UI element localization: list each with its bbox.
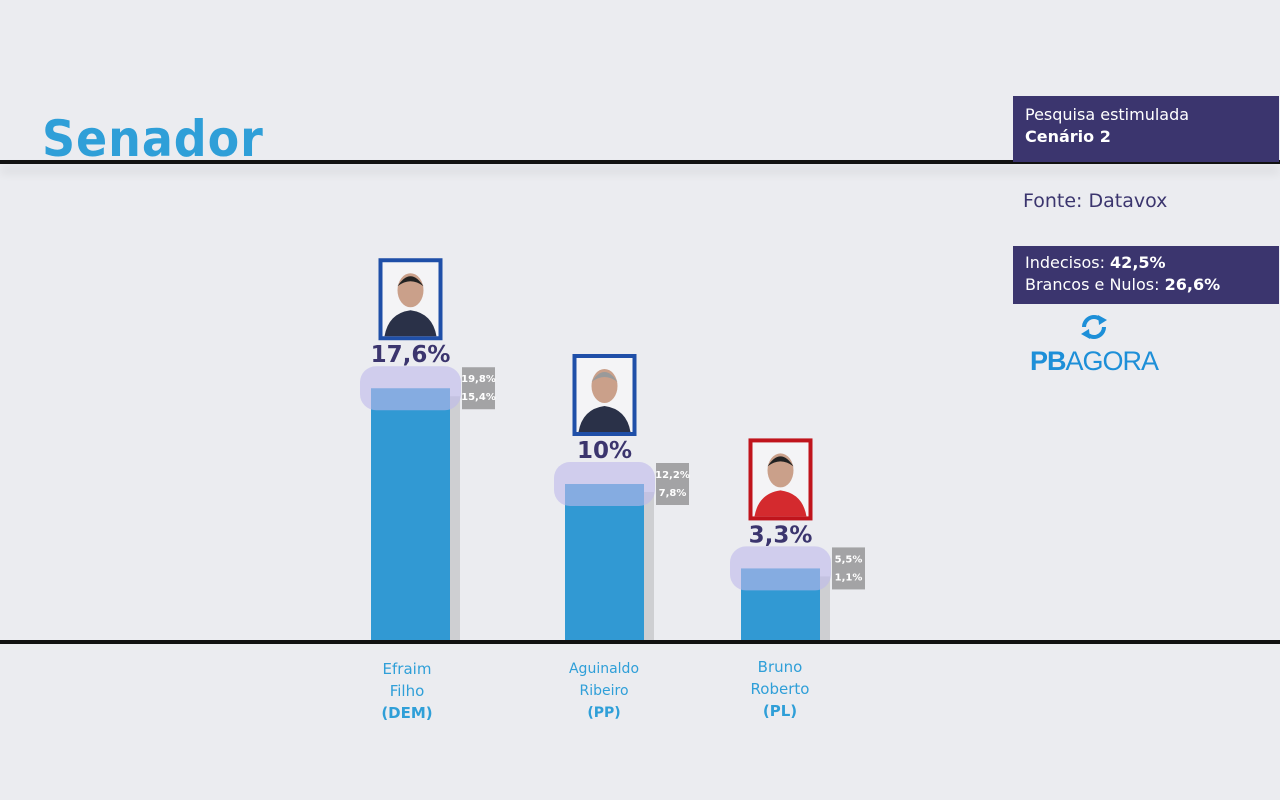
undecided-box: Indecisos: 42,5% Brancos e Nulos: 26,6% (1013, 246, 1279, 304)
page-title: Senador (42, 110, 264, 168)
lower-bound-label: 15,4% (461, 392, 496, 403)
error-margin-band (554, 462, 655, 506)
candidate-hair (591, 372, 618, 382)
error-margin-band (360, 366, 461, 411)
baseline (0, 640, 1280, 644)
value-label: 10% (577, 438, 632, 464)
pbagora-logo: PBAGORA (1024, 312, 1164, 377)
error-range-box (656, 463, 689, 505)
logo-bold: PB (1029, 346, 1067, 376)
candidate-hair (397, 276, 424, 287)
scenario: Cenário 2 (1025, 127, 1111, 146)
candidate-body (754, 490, 807, 517)
undecided-value: 42,5% (1110, 253, 1166, 272)
undecided-label: Indecisos: (1025, 253, 1111, 272)
candidate-label-2: Bruno Roberto (PL) (700, 656, 860, 722)
candidate-label-0: Efraim Filho (DEM) (327, 658, 487, 724)
candidate-first-name: Efraim (382, 660, 432, 678)
lower-bound-label: 1,1% (835, 572, 863, 583)
value-label: 17,6% (371, 342, 451, 368)
blank-null-value: 26,6% (1164, 275, 1221, 294)
value-label: 3,3% (749, 522, 813, 548)
candidate-hair (767, 456, 794, 467)
survey-type: Pesquisa estimulada (1025, 105, 1190, 124)
upper-bound-label: 12,2% (655, 470, 690, 481)
candidate-body (578, 406, 631, 432)
lower-bound-label: 7,8% (659, 488, 687, 499)
logo-rest: AGORA (1065, 346, 1159, 376)
top-divider (0, 160, 1280, 164)
upper-bound-label: 19,8% (461, 374, 496, 385)
refresh-icon (1081, 315, 1107, 339)
upper-bound-label: 5,5% (835, 554, 863, 565)
candidate-last-name: Filho (389, 682, 425, 700)
candidate-first-name: Aguinaldo (568, 661, 640, 677)
bar (371, 388, 450, 640)
candidate-label-1: Aguinaldo Ribeiro (PP) (524, 658, 684, 724)
candidate-body (384, 310, 437, 337)
candidate-party: (DEM) (381, 704, 433, 722)
error-margin-band (730, 546, 831, 591)
candidate-first-name: Bruno (757, 658, 803, 676)
error-range-box (832, 547, 865, 590)
bar (565, 484, 644, 640)
candidate-party: (PL) (762, 702, 798, 720)
error-range-box (462, 367, 495, 410)
candidate-last-name: Roberto (750, 680, 810, 698)
survey-info-box: Pesquisa estimulada Cenário 2 (1013, 96, 1279, 162)
candidate-last-name: Ribeiro (579, 683, 629, 699)
blank-null-label: Brancos e Nulos: (1025, 275, 1165, 294)
source: Fonte: Datavox (1023, 190, 1168, 212)
candidate-party: (PP) (587, 705, 621, 721)
